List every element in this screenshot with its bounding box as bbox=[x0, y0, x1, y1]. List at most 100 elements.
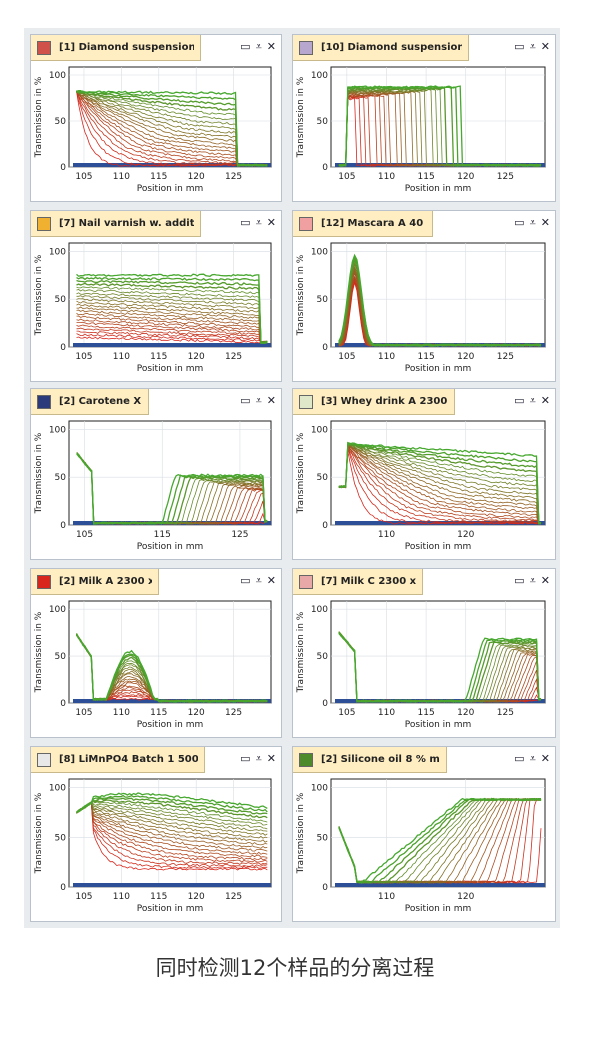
close-icon[interactable]: ✕ bbox=[540, 216, 550, 229]
close-icon[interactable]: ✕ bbox=[266, 394, 276, 407]
maximize-icon[interactable]: ▭ bbox=[514, 752, 525, 765]
panel-tab[interactable]: [12] Mascara A 40 C bbox=[293, 211, 433, 237]
close-icon[interactable]: ✕ bbox=[266, 752, 276, 765]
transmission-chart: 0 50 100 105 110 115 120 125 Transmission in % Po… bbox=[34, 242, 272, 374]
cell-position-bar bbox=[73, 883, 271, 887]
maximize-icon[interactable]: ▭ bbox=[514, 394, 525, 407]
panel-tab[interactable]: [2] Silicone oil 8 % m/m bbox=[293, 747, 447, 773]
profile-line bbox=[76, 289, 268, 344]
menu-icon[interactable]: ⩡ bbox=[255, 216, 262, 229]
panel-tab[interactable]: [10] Diamond suspension 2 bbox=[293, 35, 469, 61]
x-axis-label: Position in mm bbox=[405, 904, 472, 914]
profile-line bbox=[76, 333, 268, 343]
menu-icon[interactable]: ⩡ bbox=[529, 216, 536, 229]
y-axis-label: Transmission in % bbox=[34, 432, 44, 514]
chart-panel: [10] Diamond suspension 2 ▭ ⩡ ✕ 0 50 100 105 110… bbox=[292, 34, 556, 202]
chart-panel: [8] LiMnPO4 Batch 1 500... ▭ ⩡ ✕ 0 50 100 105 11… bbox=[30, 746, 282, 922]
profile-line bbox=[76, 801, 268, 839]
y-tick-label: 0 bbox=[60, 699, 66, 709]
x-tick-label: 105 bbox=[75, 172, 92, 182]
panel-tab[interactable]: [2] Milk A 2300 xg bbox=[31, 569, 159, 595]
profile-line bbox=[338, 442, 542, 524]
panel-tab[interactable]: [1] Diamond suspension 1 bbox=[31, 35, 201, 61]
x-tick-label: 110 bbox=[113, 172, 130, 182]
panel-tab[interactable]: [3] Whey drink A 2300 xg bbox=[293, 389, 455, 415]
chart-panel: [7] Milk C 2300 xg ▭ ⩡ ✕ 0 50 100 105 110 115 120 1… bbox=[292, 568, 556, 738]
menu-icon[interactable]: ⩡ bbox=[529, 574, 536, 587]
maximize-icon[interactable]: ▭ bbox=[240, 216, 251, 229]
close-icon[interactable]: ✕ bbox=[266, 574, 276, 587]
x-tick-label: 120 bbox=[188, 708, 205, 718]
profile-line bbox=[338, 442, 542, 524]
profile-line bbox=[76, 298, 268, 344]
profile-line bbox=[76, 90, 268, 167]
figure-caption: 同时检测12个样品的分离过程 bbox=[155, 956, 435, 980]
profile-line bbox=[76, 803, 268, 846]
panel-tab[interactable]: [2] Carotene X bbox=[31, 389, 149, 415]
x-tick-label: 105 bbox=[75, 352, 92, 362]
panel-tab[interactable]: [8] LiMnPO4 Batch 1 500... bbox=[31, 747, 205, 773]
maximize-icon[interactable]: ▭ bbox=[240, 394, 251, 407]
profile-line bbox=[76, 792, 268, 813]
y-tick-label: 50 bbox=[317, 833, 329, 843]
close-icon[interactable]: ✕ bbox=[266, 40, 276, 53]
menu-icon[interactable]: ⩡ bbox=[255, 40, 262, 53]
y-tick-label: 0 bbox=[322, 163, 328, 173]
profile-line bbox=[76, 802, 268, 849]
profile-line bbox=[76, 309, 268, 344]
menu-icon[interactable]: ⩡ bbox=[529, 752, 536, 765]
maximize-icon[interactable]: ▭ bbox=[240, 574, 251, 587]
panel-controls: ▭ ⩡ ✕ bbox=[514, 393, 550, 409]
sample-color-swatch bbox=[37, 574, 51, 589]
close-icon[interactable]: ✕ bbox=[540, 40, 550, 53]
y-tick-label: 100 bbox=[311, 247, 328, 257]
y-tick-label: 50 bbox=[317, 295, 329, 305]
panel-tab[interactable]: [7] Nail varnish w. additive bbox=[31, 211, 201, 237]
profile-line bbox=[76, 336, 268, 344]
profile-line bbox=[76, 802, 268, 861]
x-tick-label: 105 bbox=[338, 172, 355, 182]
menu-icon[interactable]: ⩡ bbox=[529, 394, 536, 407]
menu-icon[interactable]: ⩡ bbox=[529, 40, 536, 53]
close-icon[interactable]: ✕ bbox=[266, 216, 276, 229]
sample-color-swatch bbox=[37, 216, 51, 231]
x-tick-label: 120 bbox=[188, 892, 205, 902]
maximize-icon[interactable]: ▭ bbox=[240, 752, 251, 765]
menu-icon[interactable]: ⩡ bbox=[255, 394, 262, 407]
transmission-chart: 0 50 100 105 110 115 120 125 Transmission in % Po… bbox=[296, 600, 546, 730]
x-tick-label: 120 bbox=[457, 172, 474, 182]
profile-line bbox=[338, 443, 542, 525]
x-tick-label: 105 bbox=[75, 892, 92, 902]
maximize-icon[interactable]: ▭ bbox=[514, 40, 525, 53]
x-tick-label: 125 bbox=[497, 172, 514, 182]
maximize-icon[interactable]: ▭ bbox=[240, 40, 251, 53]
sample-color-swatch bbox=[37, 394, 51, 409]
y-tick-label: 0 bbox=[60, 163, 66, 173]
x-tick-label: 110 bbox=[378, 172, 395, 182]
panel-title: [2] Carotene X bbox=[59, 396, 142, 407]
profile-line bbox=[76, 91, 268, 167]
y-tick-label: 50 bbox=[317, 473, 329, 483]
plot-frame bbox=[68, 420, 272, 526]
close-icon[interactable]: ✕ bbox=[540, 394, 550, 407]
profile-line bbox=[76, 92, 268, 167]
chart-panel: [12] Mascara A 40 C ▭ ⩡ ✕ 0 50 100 105 110 115 120… bbox=[292, 210, 556, 382]
y-tick-label: 100 bbox=[49, 425, 66, 435]
close-icon[interactable]: ✕ bbox=[540, 752, 550, 765]
transmission-chart: 0 50 100 105 110 115 120 125 Transmission in % Po… bbox=[34, 600, 272, 730]
profile-line bbox=[76, 802, 268, 855]
panel-tab[interactable]: [7] Milk C 2300 xg bbox=[293, 569, 423, 595]
x-tick-label: 125 bbox=[231, 530, 248, 540]
sample-color-swatch bbox=[299, 574, 313, 589]
maximize-icon[interactable]: ▭ bbox=[514, 216, 525, 229]
panel-controls: ▭ ⩡ ✕ bbox=[240, 751, 276, 767]
sample-color-swatch bbox=[299, 216, 313, 231]
menu-icon[interactable]: ⩡ bbox=[255, 752, 262, 765]
x-tick-label: 115 bbox=[150, 352, 167, 362]
sample-color-swatch bbox=[37, 40, 51, 55]
close-icon[interactable]: ✕ bbox=[540, 574, 550, 587]
maximize-icon[interactable]: ▭ bbox=[514, 574, 525, 587]
menu-icon[interactable]: ⩡ bbox=[255, 574, 262, 587]
profile-line bbox=[76, 306, 268, 344]
transmission-chart: 0 50 100 105 110 115 120 125 Transmission in % Po… bbox=[296, 242, 546, 374]
